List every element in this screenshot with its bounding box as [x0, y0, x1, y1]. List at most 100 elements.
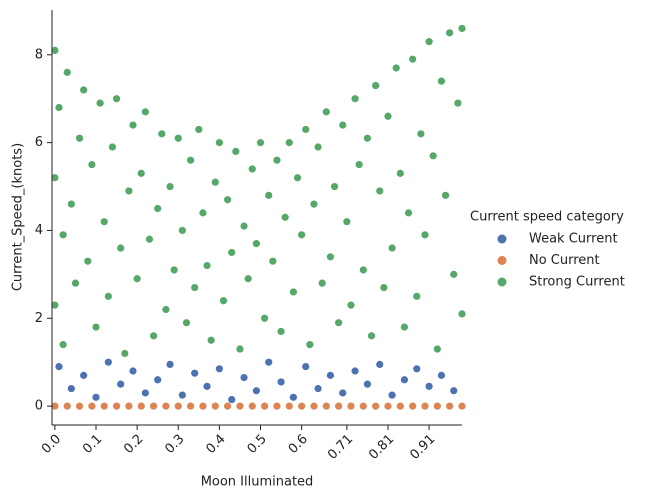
point — [59, 341, 67, 349]
point — [149, 402, 158, 410]
point — [166, 360, 174, 368]
point — [174, 134, 182, 142]
point — [203, 382, 211, 390]
x-tick-label: 0.91 — [407, 432, 438, 463]
point — [141, 389, 149, 397]
point — [446, 402, 454, 410]
point — [458, 402, 466, 410]
point — [388, 244, 396, 252]
point — [154, 204, 162, 213]
point — [244, 275, 252, 283]
legend-label: Strong Current — [529, 275, 625, 290]
point — [211, 178, 219, 186]
point — [376, 187, 384, 195]
point — [228, 395, 236, 404]
point — [141, 108, 149, 116]
point — [59, 231, 67, 239]
point — [343, 218, 351, 226]
point — [433, 345, 441, 353]
point — [446, 29, 454, 37]
point — [281, 213, 289, 221]
point — [215, 365, 223, 373]
point — [112, 95, 121, 103]
point — [330, 182, 339, 191]
point — [125, 187, 133, 195]
point — [400, 323, 409, 331]
point — [425, 38, 433, 46]
point — [314, 384, 322, 393]
point — [121, 349, 129, 358]
point — [261, 402, 269, 410]
x-tick-label: 0.4 — [203, 432, 228, 457]
point — [88, 160, 96, 169]
point — [265, 191, 273, 199]
point — [261, 314, 269, 322]
point — [51, 402, 59, 410]
x-tick-label: 0.2 — [121, 432, 146, 457]
point — [347, 402, 355, 410]
x-tick-label: 0.1 — [80, 432, 105, 457]
point — [203, 261, 211, 270]
point — [228, 248, 236, 257]
legend-label: No Current — [529, 253, 600, 268]
legend-marker — [497, 234, 507, 244]
point — [298, 231, 306, 239]
point — [450, 387, 458, 395]
point — [100, 218, 108, 226]
point — [277, 378, 285, 386]
point — [392, 64, 400, 72]
point — [178, 391, 186, 399]
point — [51, 301, 59, 309]
point — [166, 182, 174, 191]
point — [326, 253, 335, 261]
point — [232, 147, 240, 156]
point — [384, 402, 392, 410]
point — [71, 279, 80, 287]
point — [367, 332, 376, 340]
point — [51, 174, 59, 182]
point — [372, 81, 380, 90]
point — [80, 86, 88, 94]
point — [314, 143, 322, 151]
point — [285, 139, 293, 147]
point — [55, 103, 63, 112]
point — [265, 358, 273, 366]
point — [154, 376, 162, 384]
point — [186, 402, 195, 410]
point — [339, 389, 347, 397]
point — [240, 222, 248, 230]
y-tick-label: 0 — [35, 399, 43, 414]
point — [351, 367, 359, 375]
y-tick-label: 8 — [35, 47, 43, 62]
point — [174, 402, 182, 410]
point — [310, 402, 318, 410]
point — [133, 275, 141, 283]
point — [277, 327, 285, 336]
point — [437, 371, 446, 379]
point — [100, 402, 108, 410]
point — [347, 301, 355, 309]
point — [80, 371, 88, 379]
y-tick-label: 2 — [35, 311, 43, 326]
point — [170, 266, 178, 274]
point — [178, 226, 186, 235]
point — [396, 169, 404, 177]
point — [199, 402, 207, 410]
point — [145, 235, 154, 243]
point — [376, 360, 384, 368]
point — [112, 402, 121, 410]
point — [63, 402, 71, 410]
point — [359, 402, 367, 410]
point — [302, 362, 310, 371]
point — [359, 266, 367, 274]
point — [351, 95, 359, 103]
point — [396, 402, 404, 410]
legend-label: Weak Current — [529, 232, 618, 247]
point — [223, 196, 232, 204]
legend-title: Current speed category — [470, 210, 624, 225]
point — [51, 46, 59, 55]
point — [162, 402, 170, 410]
point — [125, 402, 133, 410]
point — [421, 231, 429, 239]
